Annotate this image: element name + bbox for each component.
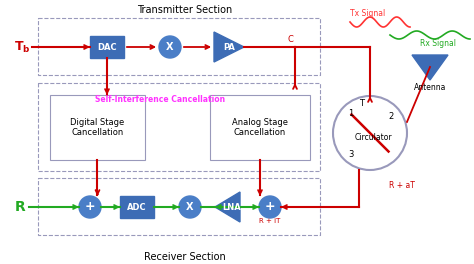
Bar [210,95,310,160]
Text: Tx Signal: Tx Signal [350,10,385,18]
Text: +: + [85,200,95,214]
Text: R + iT: R + iT [259,218,281,224]
Polygon shape [412,55,448,80]
Text: Rx Signal: Rx Signal [420,39,456,48]
Bar [90,36,124,58]
Text: Analog Stage
Cancellation: Analog Stage Cancellation [232,118,288,137]
Text: Transmitter Section: Transmitter Section [137,5,233,15]
Text: LNA: LNA [223,202,241,211]
Text: 3: 3 [348,150,354,159]
Text: 1: 1 [348,109,354,118]
Text: DAC: DAC [97,43,117,51]
Text: PA: PA [223,43,235,51]
Circle shape [79,196,101,218]
Text: X: X [166,42,174,52]
Bar [50,95,145,160]
Circle shape [179,196,201,218]
Polygon shape [214,32,244,62]
Text: +: + [264,200,275,214]
Text: $\mathbf{T_b}$: $\mathbf{T_b}$ [14,39,30,55]
Circle shape [259,196,281,218]
Polygon shape [215,192,240,222]
Text: C: C [287,35,293,45]
Text: Self-Interference Cancellation: Self-Interference Cancellation [95,96,225,105]
Bar [38,18,320,75]
Text: Receiver Section: Receiver Section [144,252,226,262]
Text: Antenna: Antenna [414,83,446,92]
Bar [38,178,320,235]
Bar [120,196,154,218]
Circle shape [159,36,181,58]
Text: Circulator: Circulator [354,134,392,143]
Text: R + aT: R + aT [389,181,415,190]
Text: $\mathbf{R}$: $\mathbf{R}$ [14,200,26,214]
Text: 2: 2 [389,112,394,121]
Text: X: X [186,202,194,212]
Text: T: T [359,100,365,109]
Circle shape [333,96,407,170]
Bar [38,83,320,171]
Text: Digital Stage
Cancellation: Digital Stage Cancellation [70,118,125,137]
Text: ADC: ADC [127,202,147,211]
